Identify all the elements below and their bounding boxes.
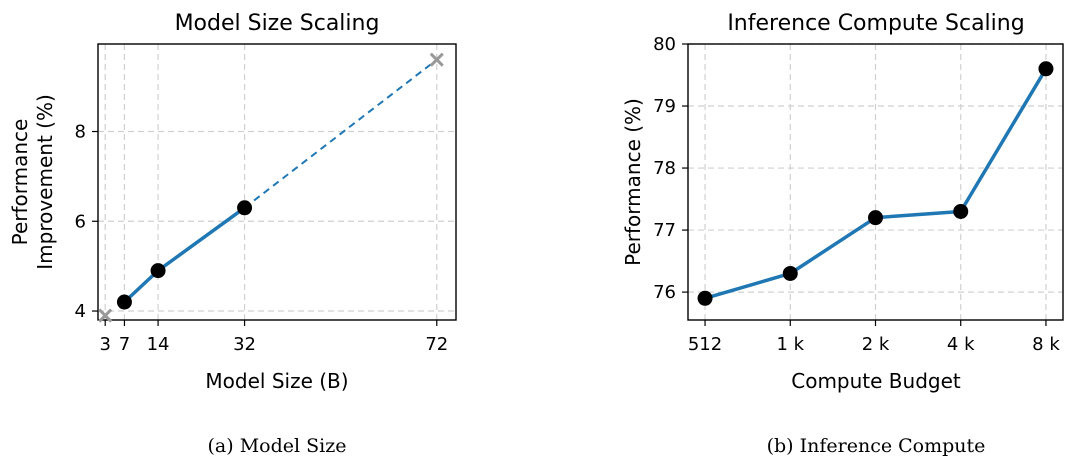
chart-b-xtick-label: 8 k [1032,334,1060,355]
panel-model-size: Model Size Scaling 3 7 14 32 72 4 6 8 Model Siz… [8,11,457,457]
chart-a-xtick-label: 7 [119,334,130,355]
chart-b-xtick-label: 4 k [947,334,975,355]
chart-a-cross-marker [98,308,113,323]
chart-a-data-point [237,200,253,216]
chart-b-data-point [697,290,713,306]
chart-a-frame [97,43,457,321]
chart-b-caption: (b) Inference Compute [767,435,986,457]
chart-a-ylabel-line-2: Improvement (%) [33,94,57,270]
chart-b-ytick-label: 80 [653,34,676,55]
chart-a-xtick-label: 14 [147,334,170,355]
chart-b-ytick-label: 76 [653,282,676,303]
chart-b-ticks: 512 1 k 2 k 4 k 8 k 76 77 78 79 80 [653,34,1060,355]
chart-a-caption: (a) Model Size [208,435,347,457]
chart-a-xtick-label: 3 [99,334,110,355]
panel-inference-compute: Inference Compute Scaling 512 1 k 2 k 4 k 8 … [621,11,1064,457]
chart-b-xtick-label: 512 [688,334,722,355]
chart-a-cross-marker [429,52,444,67]
chart-b-xtick-label: 1 k [776,334,804,355]
chart-a-extrapolated-line [243,58,438,209]
chart-b-ytick-label: 79 [653,96,676,117]
chart-a-title: Model Size Scaling [175,11,380,36]
chart-b-grid [688,43,1063,320]
chart-b-title: Inference Compute Scaling [727,11,1024,36]
chart-a-ticks: 3 7 14 32 72 4 6 8 [75,122,449,355]
chart-a-ytick-label: 8 [75,122,86,143]
chart-b-xtick-label: 2 k [862,334,890,355]
chart-a-series-line [123,206,246,304]
chart-a-ytick-label: 4 [75,301,86,322]
chart-a-data-point [116,294,132,310]
chart-b-series [697,61,1054,306]
chart-b-series-line [704,67,1048,300]
chart-b-data-point [782,265,798,281]
chart-b-xlabel: Compute Budget [791,369,961,393]
chart-b-ytick-label: 78 [653,158,676,179]
chart-a-series [98,52,444,323]
chart-a-data-point [150,263,166,279]
chart-b-ylabel: Performance (%) [621,98,645,266]
chart-a-xtick-label: 72 [425,334,448,355]
chart-b-data-point [1038,61,1054,77]
chart-b-data-point [868,210,883,226]
chart-b-data-point [953,203,969,219]
chart-a-ytick-label: 6 [75,211,86,232]
chart-b-ytick-label: 77 [653,220,676,241]
chart-a-xlabel: Model Size (B) [205,369,348,393]
chart-a-ylabel-line-1: Performance [8,119,32,246]
chart-a-xtick-label: 32 [233,334,256,355]
